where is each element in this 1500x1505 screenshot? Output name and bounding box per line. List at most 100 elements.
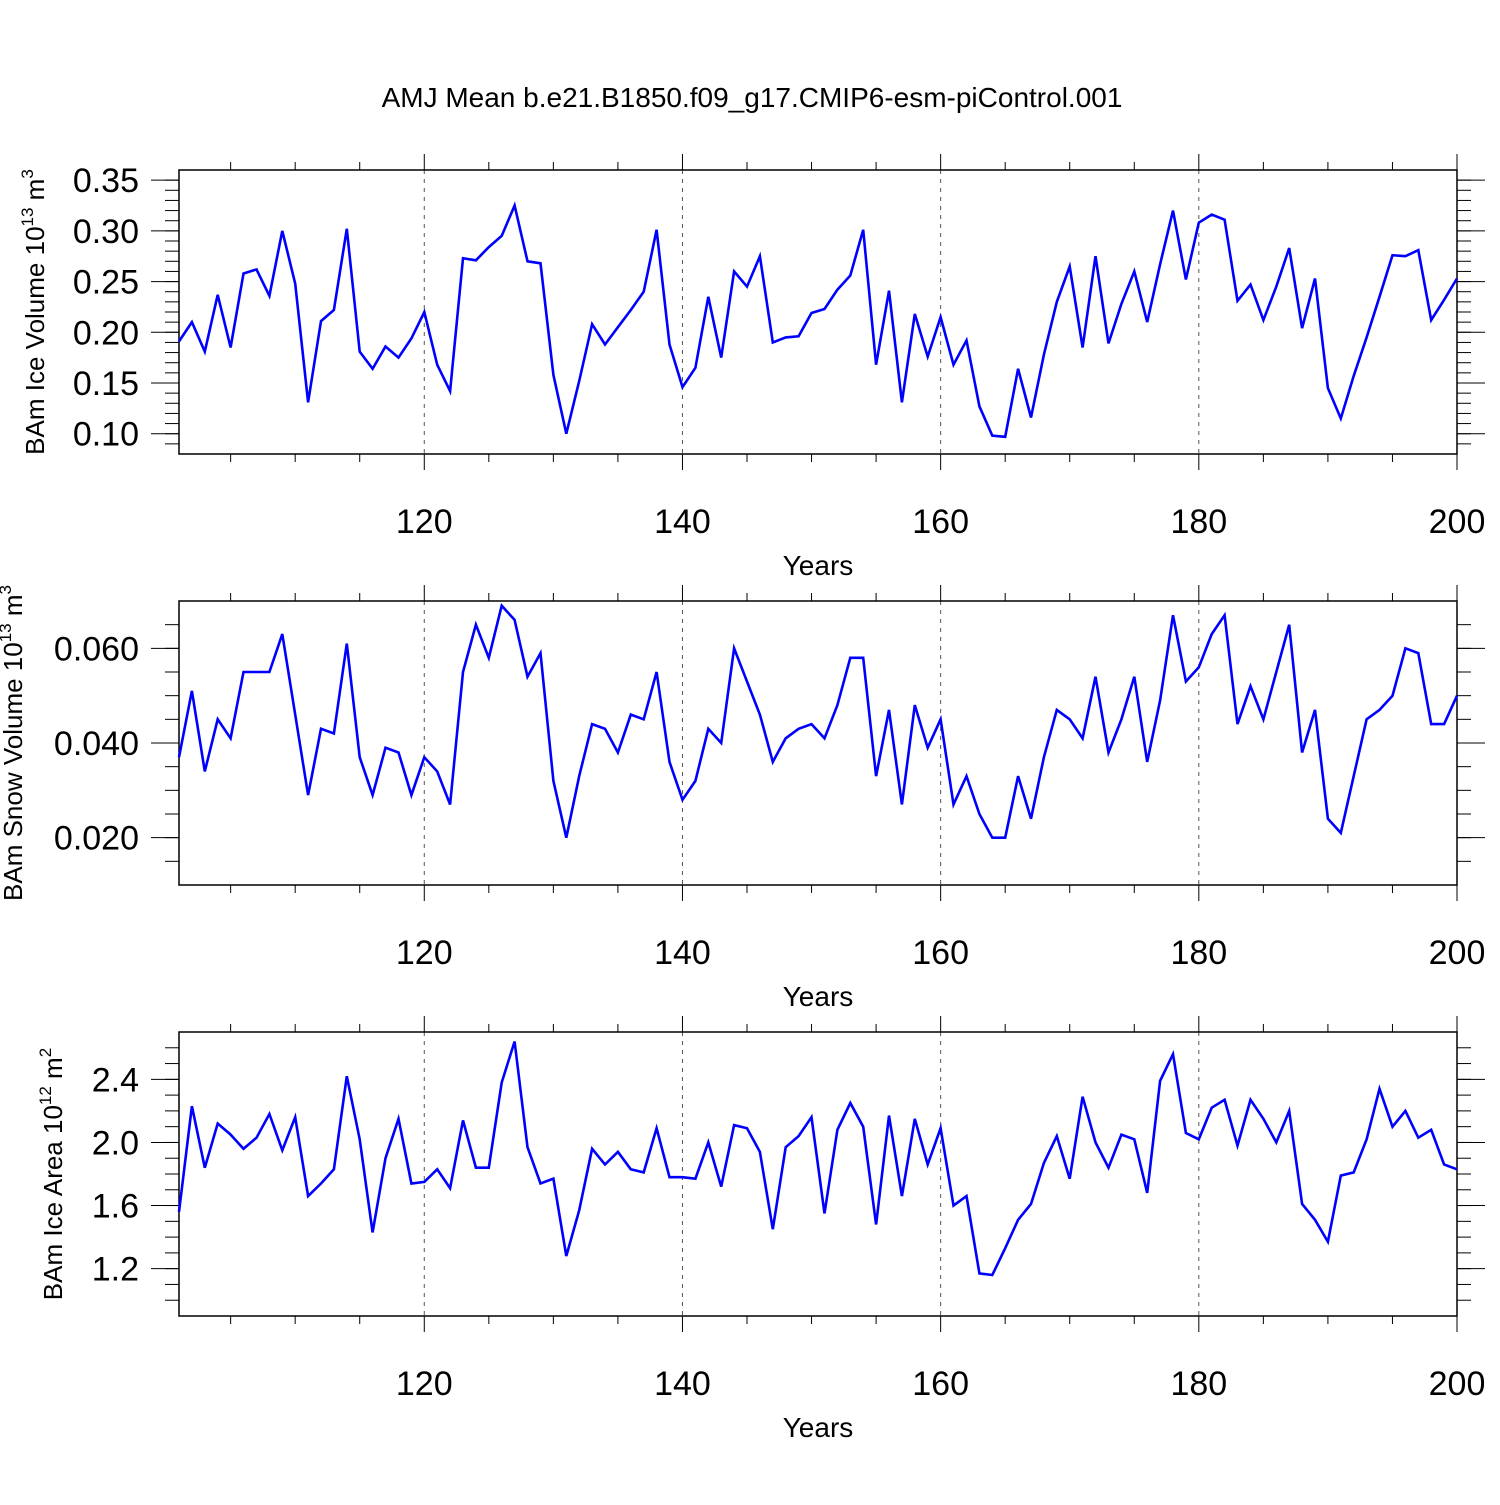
plot-frame bbox=[178, 169, 1458, 455]
data-point bbox=[1249, 685, 1251, 687]
data-point bbox=[1211, 633, 1213, 635]
data-point bbox=[1301, 1203, 1303, 1205]
data-point bbox=[242, 1148, 244, 1150]
data-point bbox=[1069, 1178, 1071, 1180]
data-point bbox=[1365, 336, 1367, 338]
data-point bbox=[333, 309, 335, 311]
data-point bbox=[604, 1163, 606, 1165]
data-point bbox=[720, 742, 722, 744]
data-point bbox=[1327, 818, 1329, 820]
data-point bbox=[1430, 319, 1432, 321]
data-point bbox=[1275, 1141, 1277, 1143]
data-point bbox=[1288, 1110, 1290, 1112]
data-point bbox=[1443, 299, 1445, 301]
data-point bbox=[1378, 1088, 1380, 1090]
data-point bbox=[475, 623, 477, 625]
data-point bbox=[1391, 254, 1393, 256]
data-point bbox=[565, 836, 567, 838]
data-point bbox=[333, 1168, 335, 1170]
data-point bbox=[268, 295, 270, 297]
data-point bbox=[501, 1081, 503, 1083]
data-point bbox=[294, 713, 296, 715]
data-point bbox=[178, 340, 180, 342]
data-point bbox=[204, 350, 206, 352]
y-tick-label: 2.0 bbox=[92, 1124, 139, 1162]
x-tick-label: 200 bbox=[1429, 503, 1486, 541]
x-tick-label: 120 bbox=[396, 503, 453, 541]
data-point bbox=[849, 657, 851, 659]
x-tick-label: 120 bbox=[396, 1365, 453, 1403]
x-tick-label: 120 bbox=[396, 934, 453, 972]
data-point bbox=[346, 642, 348, 644]
data-point bbox=[591, 723, 593, 725]
data-point bbox=[488, 657, 490, 659]
data-point bbox=[1378, 709, 1380, 711]
data-point bbox=[1133, 676, 1135, 678]
data-point bbox=[1353, 775, 1355, 777]
data-point bbox=[965, 775, 967, 777]
data-point bbox=[255, 268, 257, 270]
data-point bbox=[552, 1178, 554, 1180]
data-point bbox=[965, 1195, 967, 1197]
data-point bbox=[371, 368, 373, 370]
x-tick-label: 160 bbox=[912, 1365, 969, 1403]
data-point bbox=[1223, 614, 1225, 616]
data-point bbox=[359, 756, 361, 758]
data-point bbox=[1275, 285, 1277, 287]
data-point bbox=[668, 1176, 670, 1178]
y-axis-title-main: BAm Ice Area 10 bbox=[38, 1105, 68, 1300]
data-point bbox=[1262, 718, 1264, 720]
data-point bbox=[397, 1118, 399, 1120]
data-point bbox=[785, 737, 787, 739]
data-point bbox=[255, 1137, 257, 1139]
data-point bbox=[204, 1166, 206, 1168]
data-point bbox=[320, 728, 322, 730]
data-point bbox=[1443, 723, 1445, 725]
data-point bbox=[552, 780, 554, 782]
data-point bbox=[578, 775, 580, 777]
y-axis-title-unit-exponent: 3 bbox=[0, 585, 15, 594]
data-point bbox=[1185, 278, 1187, 280]
data-point bbox=[1198, 222, 1200, 224]
data-point bbox=[681, 386, 683, 388]
data-point bbox=[242, 272, 244, 274]
data-point bbox=[1056, 301, 1058, 303]
data-point bbox=[268, 671, 270, 673]
data-point bbox=[1365, 718, 1367, 720]
data-point bbox=[1327, 1241, 1329, 1243]
data-point bbox=[217, 718, 219, 720]
data-point bbox=[927, 355, 929, 357]
data-point bbox=[333, 732, 335, 734]
data-point bbox=[217, 1122, 219, 1124]
y-tick-label: 0.020 bbox=[54, 820, 139, 858]
panel-2: 0.060 0.040 0.020 120 140 160 180 200 Years BAm S… bbox=[0, 585, 1485, 1012]
data-point bbox=[643, 1171, 645, 1173]
data-point bbox=[539, 262, 541, 264]
x-tick-label: 140 bbox=[654, 1365, 711, 1403]
data-point bbox=[978, 405, 980, 407]
data-point bbox=[630, 309, 632, 311]
data-point bbox=[1120, 718, 1122, 720]
data-point bbox=[952, 364, 954, 366]
data-point bbox=[785, 1146, 787, 1148]
data-point bbox=[759, 255, 761, 257]
y-tick-label: 2.4 bbox=[92, 1061, 139, 1099]
data-point bbox=[746, 285, 748, 287]
data-point bbox=[617, 751, 619, 753]
data-point bbox=[1146, 761, 1148, 763]
data-point bbox=[1030, 1203, 1032, 1205]
y-tick-label: 0.060 bbox=[54, 630, 139, 668]
data-point bbox=[1430, 1129, 1432, 1131]
data-point bbox=[1172, 614, 1174, 616]
data-point bbox=[1456, 694, 1458, 696]
data-point bbox=[1120, 1133, 1122, 1135]
data-point bbox=[617, 1151, 619, 1153]
data-point bbox=[643, 291, 645, 293]
data-point bbox=[1417, 1137, 1419, 1139]
data-point bbox=[1146, 321, 1148, 323]
data-point bbox=[707, 1141, 709, 1143]
series-line bbox=[177, 201, 1459, 439]
data-point bbox=[681, 1176, 683, 1178]
data-point bbox=[526, 260, 528, 262]
data-point bbox=[888, 1114, 890, 1116]
